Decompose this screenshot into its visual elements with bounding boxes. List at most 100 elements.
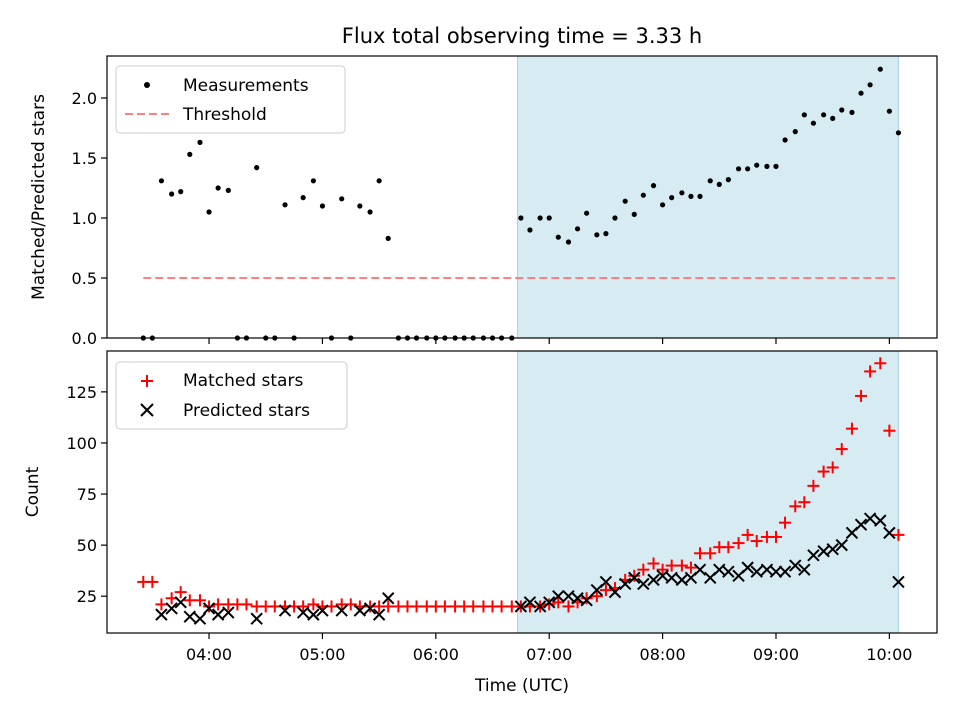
predicted-star-point bbox=[675, 573, 689, 587]
predicted-star-point bbox=[874, 514, 887, 527]
matched-star-point bbox=[798, 496, 811, 509]
matched-star-point bbox=[562, 600, 575, 613]
measurement-point bbox=[660, 202, 666, 208]
measurement-point bbox=[603, 231, 609, 237]
matched-star-point bbox=[599, 584, 612, 597]
legend-matched-label: Matched stars bbox=[183, 371, 303, 391]
measurement-point bbox=[839, 107, 845, 113]
measurement-point bbox=[310, 178, 316, 184]
measurement-point bbox=[594, 232, 600, 238]
measurement-point bbox=[858, 90, 864, 96]
measurement-point bbox=[867, 82, 873, 88]
predicted-star-point bbox=[543, 596, 556, 609]
measurement-point bbox=[707, 178, 713, 184]
matched-star-point bbox=[155, 598, 168, 611]
matched-star-point bbox=[382, 600, 395, 613]
matched-star-point bbox=[704, 547, 717, 560]
matched-star-point bbox=[268, 600, 281, 613]
measurement-point bbox=[650, 183, 657, 189]
y-tick-label: 2.0 bbox=[72, 89, 97, 108]
predicted-star-point bbox=[165, 602, 178, 615]
matched-star-point bbox=[789, 500, 802, 513]
matched-star-point bbox=[845, 422, 858, 435]
measurement-point bbox=[518, 215, 524, 221]
matched-star-point bbox=[580, 592, 593, 605]
predicted-star-point bbox=[202, 602, 216, 615]
predicted-star-point bbox=[835, 538, 848, 552]
predicted-star-point bbox=[363, 602, 377, 615]
predicted-star-point bbox=[174, 596, 187, 609]
matched-star-point bbox=[628, 569, 641, 582]
predicted-star-point bbox=[750, 565, 763, 578]
measurement-point bbox=[158, 178, 165, 184]
y-tick-label: 50 bbox=[77, 536, 97, 555]
measurement-point bbox=[385, 235, 391, 241]
top-x-ticks bbox=[208, 338, 890, 344]
measurement-point bbox=[631, 211, 637, 217]
measurement-point bbox=[584, 210, 590, 216]
matched-star-point bbox=[344, 598, 357, 611]
predicted-star-point bbox=[155, 608, 168, 621]
predicted-star-point bbox=[817, 545, 830, 558]
measurement-point bbox=[754, 162, 760, 168]
matched-star-point bbox=[892, 528, 905, 541]
bottom-y-ticks: 25 50 75 100 125 bbox=[66, 383, 107, 606]
predicted-star-point bbox=[278, 604, 292, 617]
y-tick-label: 1.0 bbox=[72, 209, 97, 228]
measurement-point bbox=[895, 130, 902, 136]
predicted-star-point bbox=[193, 612, 207, 625]
predicted-star-point bbox=[647, 573, 660, 587]
predicted-star-point bbox=[599, 575, 613, 589]
measurement-point bbox=[357, 203, 363, 209]
measurement-point bbox=[688, 193, 694, 199]
x-tick-label: 05:00 bbox=[299, 645, 345, 664]
predicted-star-point bbox=[296, 606, 310, 619]
predicted-star-point bbox=[892, 575, 905, 589]
measurement-point bbox=[300, 195, 306, 201]
matched-star-point bbox=[817, 465, 830, 478]
matched-star-point bbox=[826, 461, 839, 474]
measurement-point bbox=[546, 215, 552, 221]
measurement-point bbox=[849, 109, 855, 115]
predicted-star-point bbox=[741, 561, 754, 574]
y-tick-label: 0.0 bbox=[72, 329, 97, 348]
bottom-y-axis-label: Count bbox=[23, 466, 43, 517]
measurement-point bbox=[764, 163, 770, 169]
predicted-star-point bbox=[665, 571, 678, 585]
x-tick-label: 04:00 bbox=[186, 645, 232, 664]
measurement-point bbox=[527, 227, 533, 233]
matched-star-point bbox=[240, 598, 253, 611]
matched-star-point bbox=[146, 575, 159, 588]
measurement-point bbox=[821, 112, 827, 118]
predicted-star-point bbox=[778, 565, 792, 578]
matched-star-point bbox=[694, 547, 707, 560]
chart-title: Flux total observing time = 3.33 h bbox=[342, 24, 702, 48]
predicted-star-point bbox=[722, 565, 735, 578]
matched-star-point bbox=[307, 598, 320, 611]
measurement-point bbox=[773, 163, 779, 169]
measurement-point bbox=[537, 215, 543, 221]
predicted-star-point bbox=[316, 604, 329, 617]
matched-star-point bbox=[656, 563, 669, 576]
measurement-point bbox=[282, 202, 288, 208]
predicted-star-point bbox=[628, 571, 641, 585]
measurement-point bbox=[745, 166, 751, 172]
bottom-axes-frame bbox=[106, 350, 938, 634]
predicted-star-point bbox=[798, 563, 811, 576]
legend-predicted-label: Predicted stars bbox=[183, 401, 310, 421]
top-y-axis-label: Matched/Predicted stars bbox=[29, 94, 49, 300]
legend-threshold-label: Threshold bbox=[182, 105, 267, 125]
matched-star-point bbox=[855, 389, 868, 402]
measurement-point bbox=[339, 196, 345, 202]
x-tick-label: 07:00 bbox=[526, 645, 572, 664]
predicted-star-point bbox=[807, 549, 820, 562]
matched-star-point bbox=[174, 586, 187, 599]
predicted-star-point bbox=[514, 600, 528, 613]
measurement-point bbox=[679, 190, 685, 196]
top-legend: Measurements Threshold bbox=[115, 65, 346, 134]
measurement-point bbox=[830, 115, 836, 121]
predicted-star-point bbox=[854, 518, 868, 531]
matched-star-point bbox=[779, 516, 792, 529]
measurement-point bbox=[225, 187, 231, 193]
matched-star-point bbox=[183, 594, 196, 607]
